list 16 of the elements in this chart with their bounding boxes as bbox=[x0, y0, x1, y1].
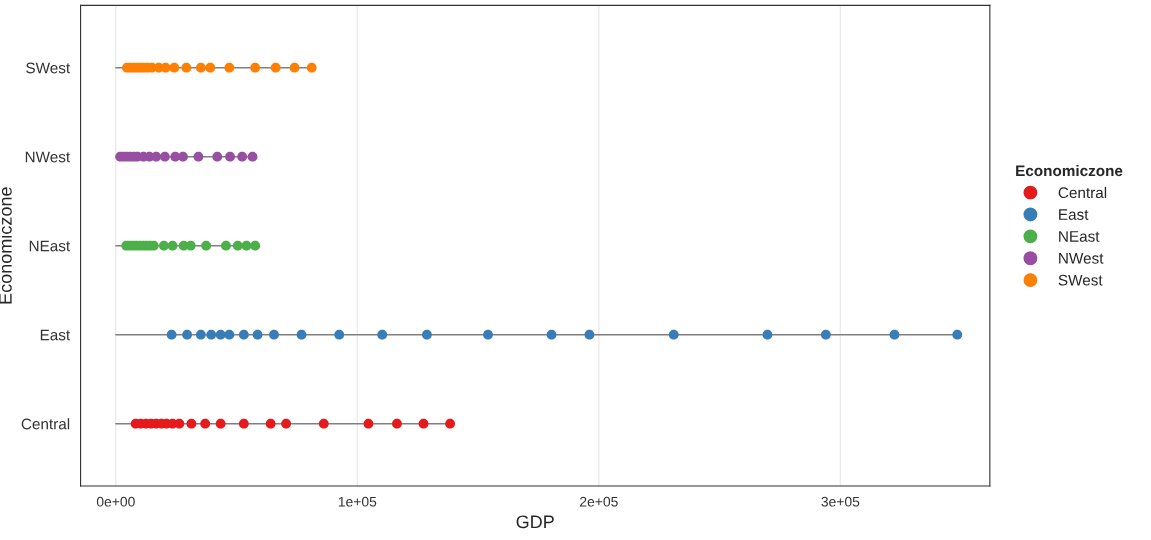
y-tick-label: NWest bbox=[25, 151, 71, 163]
x-tick-label: 2e+05 bbox=[580, 496, 618, 507]
x-tick-label: 1e+05 bbox=[338, 496, 377, 507]
x-axis-title: GDP bbox=[516, 515, 554, 529]
y-tick-label: East bbox=[40, 329, 71, 341]
y-tick-label: Central bbox=[21, 418, 70, 430]
x-tick-label: 3e+05 bbox=[821, 496, 860, 507]
legend-label: Central bbox=[1058, 186, 1107, 199]
y-tick-label: SWest bbox=[26, 62, 71, 74]
legend-label: NWest bbox=[1059, 253, 1104, 264]
legend-label: East bbox=[1059, 209, 1089, 220]
x-tick-label: 0e+00 bbox=[96, 496, 135, 507]
y-axis-title: Economiczone bbox=[1016, 164, 1123, 177]
y-tick-label: NEast bbox=[29, 240, 71, 252]
legend-label: SWest bbox=[1058, 274, 1103, 286]
legend-label: NEast bbox=[1059, 231, 1100, 242]
